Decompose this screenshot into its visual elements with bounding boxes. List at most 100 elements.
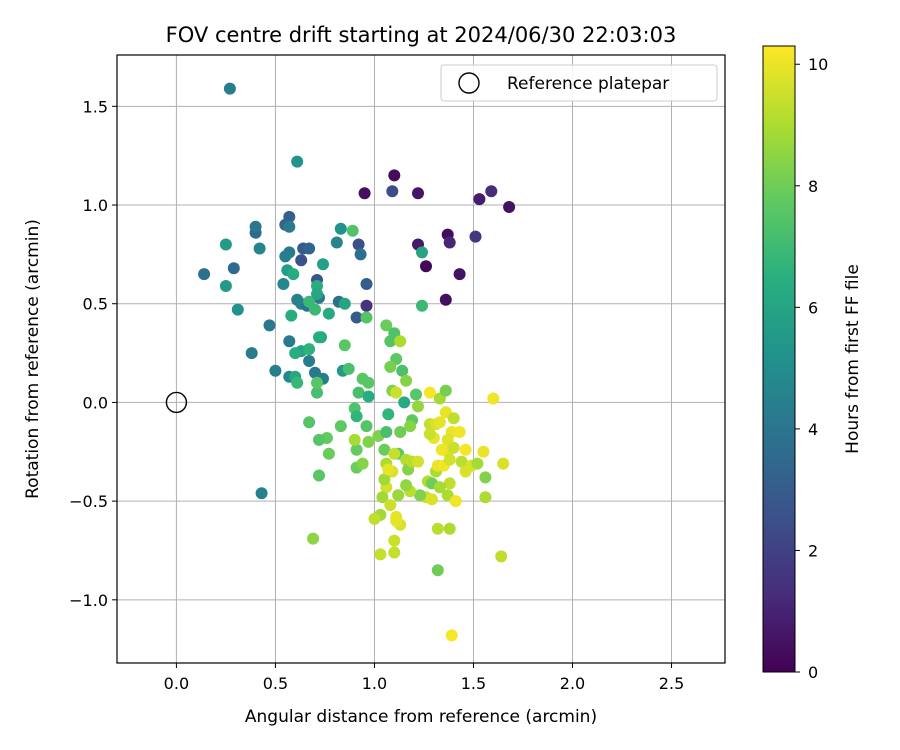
data-point bbox=[358, 187, 371, 200]
x-tick-label: 2.0 bbox=[560, 674, 585, 693]
data-point bbox=[497, 457, 510, 470]
data-point bbox=[384, 499, 397, 512]
data-point bbox=[479, 491, 492, 504]
data-point bbox=[396, 364, 409, 377]
data-points bbox=[198, 82, 516, 642]
data-point bbox=[255, 487, 268, 500]
data-point bbox=[346, 224, 359, 237]
data-point bbox=[420, 260, 432, 273]
data-point bbox=[350, 311, 363, 324]
data-point bbox=[473, 193, 486, 206]
data-point bbox=[313, 331, 325, 344]
data-point bbox=[400, 374, 413, 387]
data-point bbox=[380, 319, 393, 332]
colorbar-tick-label: 6 bbox=[808, 298, 818, 317]
data-point bbox=[471, 457, 484, 470]
data-point bbox=[376, 491, 389, 504]
data-point bbox=[263, 319, 276, 332]
colorbar-tick-label: 2 bbox=[808, 541, 818, 560]
data-point bbox=[439, 384, 452, 397]
data-point bbox=[283, 220, 296, 233]
data-point bbox=[382, 463, 395, 476]
data-point bbox=[330, 236, 343, 249]
data-point bbox=[453, 426, 466, 438]
data-point bbox=[311, 376, 323, 389]
plot-frame bbox=[116, 54, 726, 664]
y-axis-label: Rotation from reference (arcmin) bbox=[23, 219, 43, 499]
data-point bbox=[382, 408, 395, 421]
data-point bbox=[439, 293, 452, 306]
data-point bbox=[390, 386, 403, 399]
data-point bbox=[410, 388, 422, 401]
x-tick-label: 0.5 bbox=[263, 674, 288, 693]
data-point bbox=[291, 376, 304, 389]
legend-open-circle-marker bbox=[458, 72, 480, 94]
chart-title: FOV centre drift starting at 2024/06/30 … bbox=[166, 23, 677, 47]
data-point bbox=[354, 248, 367, 261]
data-point bbox=[350, 410, 363, 423]
x-axis-label: Angular distance from reference (arcmin) bbox=[245, 707, 597, 727]
data-point bbox=[384, 360, 397, 373]
data-point bbox=[352, 386, 365, 399]
data-point bbox=[485, 185, 498, 198]
data-point bbox=[198, 268, 211, 281]
colorbar-tick-label: 8 bbox=[808, 177, 818, 196]
data-point bbox=[277, 278, 290, 290]
data-point bbox=[425, 493, 438, 506]
x-axis-ticks: 0.0 0.5 1.0 1.5 2.0 2.5 bbox=[164, 663, 684, 693]
data-point bbox=[352, 238, 365, 251]
colorbar-tick-label: 10 bbox=[808, 55, 828, 74]
data-point bbox=[279, 250, 292, 263]
legend-label: Reference platepar bbox=[507, 74, 669, 94]
data-point bbox=[443, 522, 456, 535]
data-point bbox=[455, 455, 468, 468]
data-point bbox=[311, 287, 323, 300]
data-point bbox=[423, 386, 436, 399]
data-point bbox=[412, 455, 424, 468]
data-point bbox=[313, 469, 325, 482]
data-point bbox=[307, 532, 320, 545]
data-point bbox=[317, 258, 329, 271]
data-point bbox=[433, 481, 446, 494]
data-point bbox=[459, 465, 472, 478]
data-point bbox=[423, 428, 436, 440]
data-point bbox=[303, 343, 316, 356]
data-point bbox=[219, 280, 232, 292]
data-point bbox=[431, 564, 444, 577]
data-point bbox=[388, 169, 401, 182]
data-point bbox=[362, 376, 375, 389]
y-tick-label: 1.0 bbox=[83, 196, 108, 215]
data-point bbox=[388, 546, 401, 559]
data-point bbox=[443, 236, 456, 249]
x-tick-label: 1.0 bbox=[362, 674, 387, 693]
legend: Reference platepar bbox=[440, 64, 718, 102]
data-point bbox=[453, 268, 466, 281]
data-point bbox=[362, 435, 375, 448]
data-point bbox=[414, 489, 426, 502]
colorbar-gradient bbox=[762, 45, 796, 673]
data-point bbox=[416, 299, 428, 312]
reference-layer bbox=[165, 391, 188, 414]
data-point bbox=[303, 242, 316, 255]
data-point bbox=[368, 512, 381, 525]
data-point bbox=[412, 187, 424, 200]
data-point bbox=[219, 238, 232, 251]
colorbar-label: Hours from first FF file bbox=[843, 264, 863, 454]
data-point bbox=[322, 307, 335, 320]
data-point bbox=[388, 447, 401, 460]
data-point bbox=[295, 254, 308, 267]
y-tick-label: −1.0 bbox=[69, 591, 108, 610]
data-point bbox=[445, 629, 458, 642]
data-point bbox=[404, 420, 417, 433]
grid-lines bbox=[117, 55, 725, 663]
data-point bbox=[245, 347, 258, 360]
data-point bbox=[231, 303, 244, 316]
legend-box bbox=[440, 64, 718, 102]
data-point bbox=[412, 400, 424, 413]
data-point bbox=[348, 433, 361, 446]
data-point bbox=[477, 445, 490, 458]
data-point bbox=[309, 303, 321, 316]
data-point bbox=[287, 268, 300, 281]
data-point bbox=[378, 473, 391, 486]
